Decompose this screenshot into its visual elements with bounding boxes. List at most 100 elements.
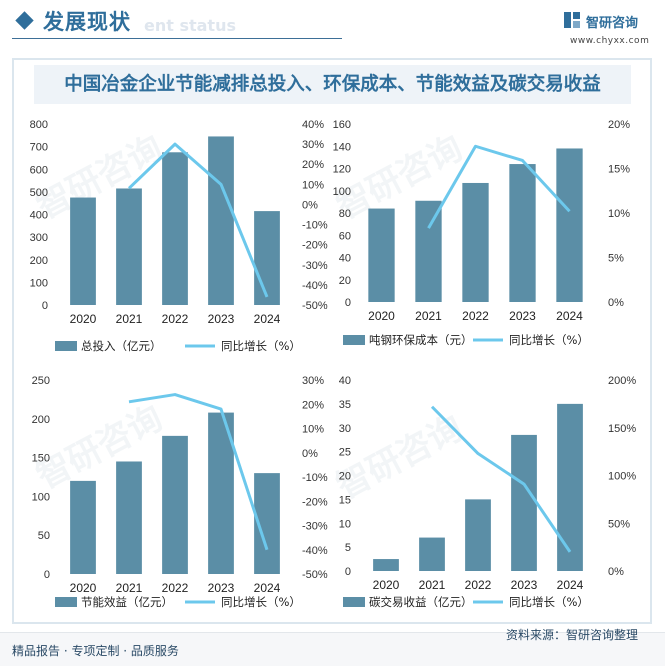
chart-env-cost: 0 20 40 60 80 100 120 140 160 0% 5% 10% 15% 20% 2020 20… (333, 119, 631, 347)
bar (162, 152, 188, 305)
legend-line-label: 同比增长（%） (509, 595, 589, 609)
y-right-tick-label: -30% (302, 521, 328, 533)
diamond-icon (15, 11, 34, 30)
x-tick-label: 2020 (368, 309, 395, 323)
growth-line (127, 142, 269, 298)
growth-line (128, 393, 269, 551)
legend-bar-label: 吨钢环保成本（元） (369, 333, 473, 347)
growth-line (427, 144, 571, 229)
legend-bar-swatch (343, 597, 365, 607)
y-left-tick-label: 0 (345, 297, 351, 309)
y-left-tick-label: 500 (30, 187, 48, 199)
bar (254, 211, 280, 305)
x-tick-label: 2020 (373, 578, 400, 592)
growth-line (430, 405, 572, 553)
x-tick-label: 2022 (462, 309, 489, 323)
y-left-tick-label: 250 (32, 375, 50, 387)
bar (116, 461, 142, 574)
x-tick-label: 2022 (162, 312, 189, 326)
bar (70, 480, 96, 574)
footer: 精品报告 · 专项定制 · 品质服务 (0, 632, 665, 666)
x-tick-label: 2023 (511, 578, 538, 592)
bar (415, 200, 442, 302)
brand-url: www.chyxx.com (570, 36, 650, 46)
main-title: 中国冶金企业节能减排总投入、环保成本、节能效益及碳交易收益 (64, 74, 601, 95)
y-right-tick-label: 15% (608, 164, 630, 176)
y-left-tick-label: 20 (339, 471, 351, 483)
y-left-tick-label: 400 (30, 210, 48, 222)
bar (419, 537, 445, 571)
y-right-tick-label: 0% (608, 297, 624, 309)
y-right-tick-label: 10% (608, 208, 630, 220)
y-right-tick-label: -20% (302, 240, 328, 252)
y-left-tick-label: 800 (30, 119, 48, 131)
x-tick-label: 2022 (162, 581, 189, 595)
y-left-tick-label: 0 (44, 569, 50, 581)
y-right-tick-label: 10% (302, 179, 324, 191)
x-tick-label: 2021 (116, 581, 143, 595)
y-left-tick-label: 700 (30, 142, 48, 154)
x-tick-label: 2020 (70, 581, 97, 595)
x-tick-label: 2021 (116, 312, 143, 326)
legend-line-label: 同比增长（%） (509, 333, 589, 347)
y-right-tick-label: 0% (302, 448, 318, 460)
legend-line-label: 同比增长（%） (221, 339, 301, 353)
y-left-tick-label: 160 (333, 119, 351, 131)
y-right-tick-label: -10% (302, 220, 328, 232)
y-right-tick-label: 5% (608, 253, 624, 265)
x-tick-label: 2021 (415, 309, 442, 323)
legend-bar-label: 碳交易收益（亿元） (369, 595, 473, 609)
y-right-tick-label: -30% (302, 260, 328, 272)
x-tick-label: 2021 (419, 578, 446, 592)
y-left-tick-label: 300 (30, 232, 48, 244)
y-left-tick-label: 600 (30, 164, 48, 176)
x-tick-label: 2022 (465, 578, 492, 592)
y-right-tick-label: 20% (608, 119, 630, 131)
y-right-tick-label: 0% (608, 566, 624, 578)
y-left-tick-label: 40 (339, 253, 351, 265)
bar (368, 208, 395, 302)
legend-bar-label: 节能效益（亿元） (81, 595, 173, 609)
bar (162, 435, 188, 574)
y-left-tick-label: 120 (333, 164, 351, 176)
y-right-tick-label: 0% (302, 199, 318, 211)
legend-line-label: 同比增长（%） (221, 595, 301, 609)
x-tick-label: 2024 (254, 312, 281, 326)
y-left-tick-label: 100 (333, 186, 351, 198)
brand-name: 智研咨询 (586, 16, 639, 31)
y-left-tick-label: 20 (339, 275, 351, 287)
y-right-tick-label: 30% (302, 139, 324, 151)
chart-carbon-revenue: 0 5 10 15 20 25 30 35 40 0% 50% 100% 150% 200% 2020 202… (339, 375, 637, 609)
y-left-tick-label: 30 (339, 423, 351, 435)
chart-total-investment: 0 100 200 300 400 500 600 700 800 -50% -40% -30% -20… (30, 119, 328, 353)
title-bar (34, 65, 631, 104)
footer-slogan: 精品报告 · 专项定制 · 品质服务 (12, 644, 179, 658)
bar (208, 136, 234, 305)
bar (70, 197, 96, 305)
header-title: 发展现状 (43, 10, 131, 34)
x-tick-label: 2024 (557, 578, 584, 592)
y-right-tick-label: -40% (302, 545, 328, 557)
y-left-tick-label: 5 (345, 542, 351, 554)
y-left-tick-label: 35 (339, 399, 351, 411)
y-left-tick-label: 10 (339, 518, 351, 530)
page-header: ent status 发展现状 智研咨询 www.chyxx.com (0, 0, 665, 56)
x-tick-label: 2023 (208, 581, 235, 595)
y-right-tick-label: -50% (302, 569, 328, 581)
header-divider (12, 38, 342, 39)
chart-energy-benefit: 0 50 100 150 200 250 -50% -40% -30% -20% -10% 0% 10%… (32, 375, 328, 609)
data-source: 资料来源：智研咨询整理 (506, 628, 639, 642)
legend-bar-label: 总投入（亿元） (81, 339, 162, 353)
x-tick-label: 2020 (70, 312, 97, 326)
y-left-tick-label: 50 (38, 530, 50, 542)
y-right-tick-label: 20% (302, 159, 324, 171)
y-right-tick-label: -10% (302, 472, 328, 484)
y-left-tick-label: 80 (339, 208, 351, 220)
y-right-tick-label: 50% (608, 518, 630, 530)
y-right-tick-label: -50% (302, 300, 328, 312)
header-subtitle: ent status (144, 16, 236, 35)
y-left-tick-label: 100 (30, 277, 48, 289)
bar (373, 559, 399, 571)
y-right-tick-label: 40% (302, 119, 324, 131)
bar (465, 499, 491, 571)
